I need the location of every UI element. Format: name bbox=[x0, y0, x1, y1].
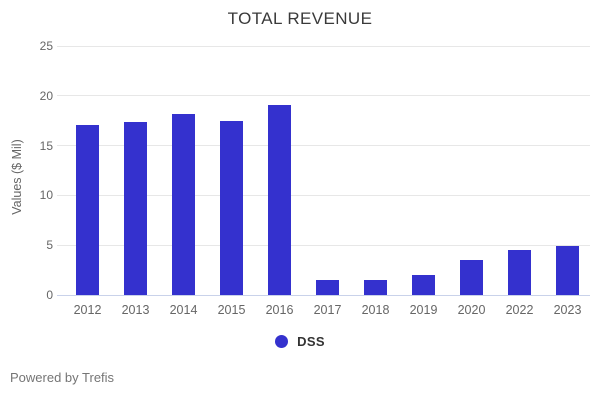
bar-2013[interactable] bbox=[124, 122, 147, 295]
bar-2015[interactable] bbox=[220, 121, 243, 295]
gridline bbox=[57, 145, 590, 147]
bar-2022[interactable] bbox=[508, 250, 531, 295]
gridline bbox=[57, 194, 590, 196]
x-axis-tick-label: 2023 bbox=[553, 303, 582, 317]
y-axis-tick-label: 0 bbox=[46, 288, 53, 302]
x-axis-tick-label: 2013 bbox=[121, 303, 150, 317]
bar-2012[interactable] bbox=[76, 125, 99, 295]
x-axis-tick-label: 2018 bbox=[361, 303, 390, 317]
x-axis-tick-label: 2014 bbox=[169, 303, 198, 317]
x-axis-tick-label: 2020 bbox=[457, 303, 486, 317]
y-axis-tick-label: 10 bbox=[39, 188, 53, 203]
x-axis-tick-label: 2016 bbox=[265, 303, 294, 317]
legend-item-dss[interactable]: DSS bbox=[0, 334, 600, 349]
bar-2017[interactable] bbox=[316, 280, 339, 295]
bar-2019[interactable] bbox=[412, 275, 435, 295]
x-axis-tick-label: 2017 bbox=[313, 303, 342, 317]
bar-2020[interactable] bbox=[460, 260, 483, 295]
y-axis-tick-label: 5 bbox=[46, 238, 53, 253]
chart-title: TOTAL REVENUE bbox=[227, 9, 373, 28]
y-axis-tick-label: 20 bbox=[39, 88, 53, 103]
legend-label: DSS bbox=[297, 334, 325, 349]
x-axis-tick-label: 2015 bbox=[217, 303, 246, 317]
y-axis-tick-label: 15 bbox=[39, 138, 53, 153]
powered-by-text: Powered by Trefis bbox=[10, 370, 115, 385]
bar-2014[interactable] bbox=[172, 114, 195, 295]
y-axis-tick-label: 25 bbox=[39, 39, 53, 53]
gridline bbox=[57, 95, 590, 97]
x-axis-line bbox=[57, 294, 590, 296]
y-axis-label: Values ($ Mil) bbox=[10, 139, 24, 215]
bar-2023[interactable] bbox=[556, 246, 579, 295]
legend-dot-icon bbox=[275, 335, 289, 348]
gridline bbox=[57, 45, 590, 47]
bar-2018[interactable] bbox=[364, 280, 387, 295]
plot-area bbox=[57, 45, 590, 296]
gridline bbox=[57, 244, 590, 246]
x-axis-tick-label: 2019 bbox=[409, 303, 438, 317]
x-axis-tick-label: 2022 bbox=[505, 303, 534, 317]
bar-2016[interactable] bbox=[268, 105, 291, 295]
x-axis-tick-label: 2012 bbox=[73, 303, 102, 317]
